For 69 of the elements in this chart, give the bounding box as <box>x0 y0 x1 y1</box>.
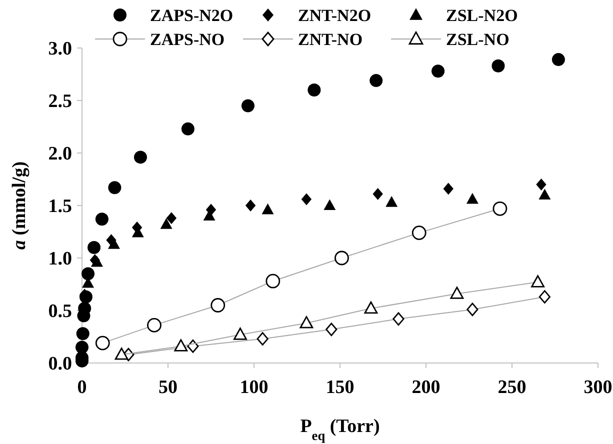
point <box>301 193 312 206</box>
point <box>160 218 172 229</box>
y-tick-label: 2.5 <box>48 91 72 112</box>
x-tick-label: 50 <box>158 377 178 398</box>
x-tick-label: 100 <box>240 377 268 398</box>
point <box>82 267 95 280</box>
x-tick-label: 150 <box>326 377 354 398</box>
point <box>308 84 321 96</box>
point <box>443 182 454 195</box>
point <box>90 256 103 267</box>
point <box>76 340 88 354</box>
point <box>531 275 544 288</box>
point <box>245 200 256 212</box>
point <box>334 250 349 266</box>
point <box>326 322 338 336</box>
y-tick-label: 0.5 <box>48 301 72 322</box>
point <box>450 286 464 299</box>
legend-label: ZSL-NO <box>446 30 510 49</box>
point <box>386 196 398 207</box>
x-tick-label: 250 <box>498 377 526 398</box>
y-tick-label: 0.0 <box>48 354 72 375</box>
x-axis-title: P$_{eq}$ (Torr) <box>300 416 380 442</box>
point <box>95 336 110 350</box>
point <box>134 150 147 164</box>
point <box>536 178 546 190</box>
point <box>466 192 478 204</box>
point <box>538 290 550 304</box>
point <box>241 99 254 112</box>
point <box>466 302 478 316</box>
point <box>181 122 194 136</box>
point <box>114 348 128 360</box>
x-tick-label: 300 <box>584 377 612 398</box>
point <box>266 274 280 288</box>
point <box>256 332 268 346</box>
point <box>95 212 108 226</box>
y-tick-label: 1.0 <box>48 248 72 270</box>
legend-label: ZNT-N2O <box>298 6 372 25</box>
point <box>78 302 92 315</box>
point <box>370 74 383 88</box>
legend-label: ZNT-NO <box>298 30 363 49</box>
legend-label: ZAPS-N2O <box>150 6 234 25</box>
y-axis-title: a (mmol/g) <box>9 161 30 250</box>
point <box>552 53 565 66</box>
y-tick-label: 1.5 <box>48 196 72 218</box>
point <box>492 201 508 216</box>
point <box>166 212 177 224</box>
point <box>300 316 314 328</box>
point <box>88 241 101 254</box>
point <box>234 328 247 340</box>
point <box>76 327 90 340</box>
point <box>432 64 445 78</box>
point <box>538 188 551 200</box>
legend-label: ZSL-N2O <box>446 6 518 25</box>
point <box>392 312 404 326</box>
point <box>108 181 122 194</box>
point <box>364 301 378 314</box>
point <box>412 226 426 240</box>
point <box>174 339 188 352</box>
x-tick-label: 200 <box>412 377 440 398</box>
y-tick-label: 2.0 <box>48 144 72 165</box>
y-tick-label: 3.0 <box>48 38 72 60</box>
point <box>324 199 336 210</box>
point <box>492 59 505 72</box>
point <box>262 203 274 214</box>
point <box>210 298 226 312</box>
x-tick-label: 0 <box>77 377 87 398</box>
point <box>147 318 162 332</box>
legend-label: ZAPS-NO <box>150 30 225 49</box>
point <box>372 188 383 200</box>
